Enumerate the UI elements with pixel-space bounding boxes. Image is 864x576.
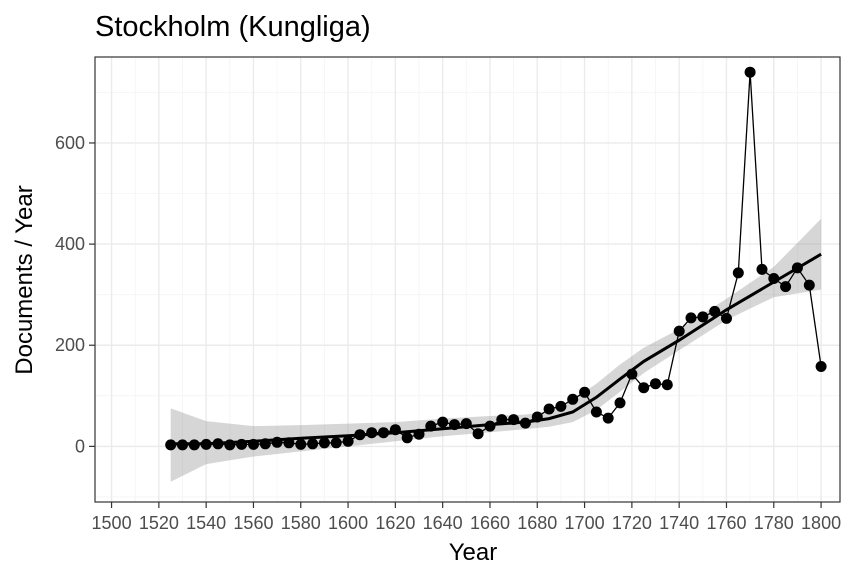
data-point (472, 428, 484, 440)
data-point (484, 420, 496, 432)
data-point (389, 424, 401, 436)
data-point (295, 438, 307, 450)
data-point (697, 311, 709, 323)
data-point (519, 417, 531, 429)
data-point (366, 427, 378, 439)
y-tick-label: 400 (55, 234, 85, 254)
data-point (413, 428, 425, 440)
x-tick-label: 1720 (612, 513, 652, 533)
x-tick-label: 1700 (565, 513, 605, 533)
x-tick-label: 1580 (281, 513, 321, 533)
data-point (756, 263, 768, 275)
data-point (165, 439, 177, 451)
data-point (248, 438, 259, 450)
x-tick-label: 1780 (754, 513, 794, 533)
x-tick-label: 1760 (706, 513, 746, 533)
data-point (709, 305, 721, 317)
data-point (531, 411, 543, 423)
data-point (614, 397, 626, 409)
data-point (283, 437, 295, 449)
x-tick-label: 1620 (375, 513, 415, 533)
data-point (354, 429, 366, 441)
x-tick-label: 1560 (233, 513, 273, 533)
data-point (650, 378, 661, 390)
confidence-band (170, 218, 822, 482)
y-tick-label: 600 (55, 133, 85, 153)
data-point (460, 418, 472, 430)
data-point (508, 414, 520, 426)
chart-title: Stockholm (Kungliga) (95, 11, 371, 43)
data-point (200, 438, 212, 450)
data-point (780, 281, 792, 293)
data-point (721, 312, 732, 324)
data-points (165, 66, 827, 451)
data-point (224, 439, 236, 451)
x-axis-title: Year (449, 539, 498, 566)
x-tick-label: 1600 (328, 513, 368, 533)
smooth-fit-line (170, 252, 822, 446)
data-point (177, 439, 188, 451)
x-tick-label: 1740 (659, 513, 699, 533)
data-point (212, 438, 224, 450)
y-tick-label: 200 (55, 335, 85, 355)
grid (95, 57, 840, 502)
data-point (271, 436, 283, 448)
data-point (342, 435, 354, 447)
observed-series-line (170, 72, 822, 446)
data-point (437, 416, 449, 428)
data-point (318, 437, 330, 449)
data-point (401, 432, 413, 444)
data-point (330, 437, 342, 449)
data-point (449, 419, 460, 431)
plot-panel (94, 56, 841, 503)
x-tick-label: 1500 (92, 513, 132, 533)
x-axis: 1500 1520 1540 1560 1580 1600 1620 1640 1660 1680… (92, 502, 841, 533)
x-tick-label: 1520 (139, 513, 179, 533)
x-tick-label: 1640 (423, 513, 463, 533)
data-point (590, 406, 602, 418)
x-tick-label: 1680 (517, 513, 557, 533)
x-tick-label: 1800 (801, 513, 841, 533)
data-point (259, 438, 271, 450)
data-point (732, 267, 744, 279)
data-point (555, 400, 567, 412)
data-point (602, 412, 614, 424)
data-point (685, 312, 697, 324)
data-point (673, 325, 685, 337)
data-point (626, 368, 638, 380)
data-point (496, 414, 508, 426)
data-point (307, 438, 319, 450)
data-point (768, 273, 780, 284)
smooth-confidence-band (170, 218, 822, 482)
data-point (661, 379, 673, 391)
data-point (791, 262, 803, 274)
data-point (543, 403, 555, 415)
y-axis: 0 200 400 600 (55, 133, 95, 456)
x-tick-label: 1660 (470, 513, 510, 533)
data-point (425, 420, 437, 432)
data-point (567, 393, 579, 405)
y-axis-title: Documents / Year (11, 185, 38, 374)
data-point (815, 361, 827, 372)
y-tick-label: 0 (75, 436, 85, 456)
x-tick-label: 1540 (186, 513, 226, 533)
data-point (188, 439, 200, 451)
data-point (744, 66, 756, 78)
data-point (803, 279, 815, 291)
data-point (236, 438, 248, 450)
data-point (378, 427, 389, 439)
series-lines (170, 72, 822, 446)
data-point (638, 382, 650, 394)
data-point (579, 386, 591, 398)
